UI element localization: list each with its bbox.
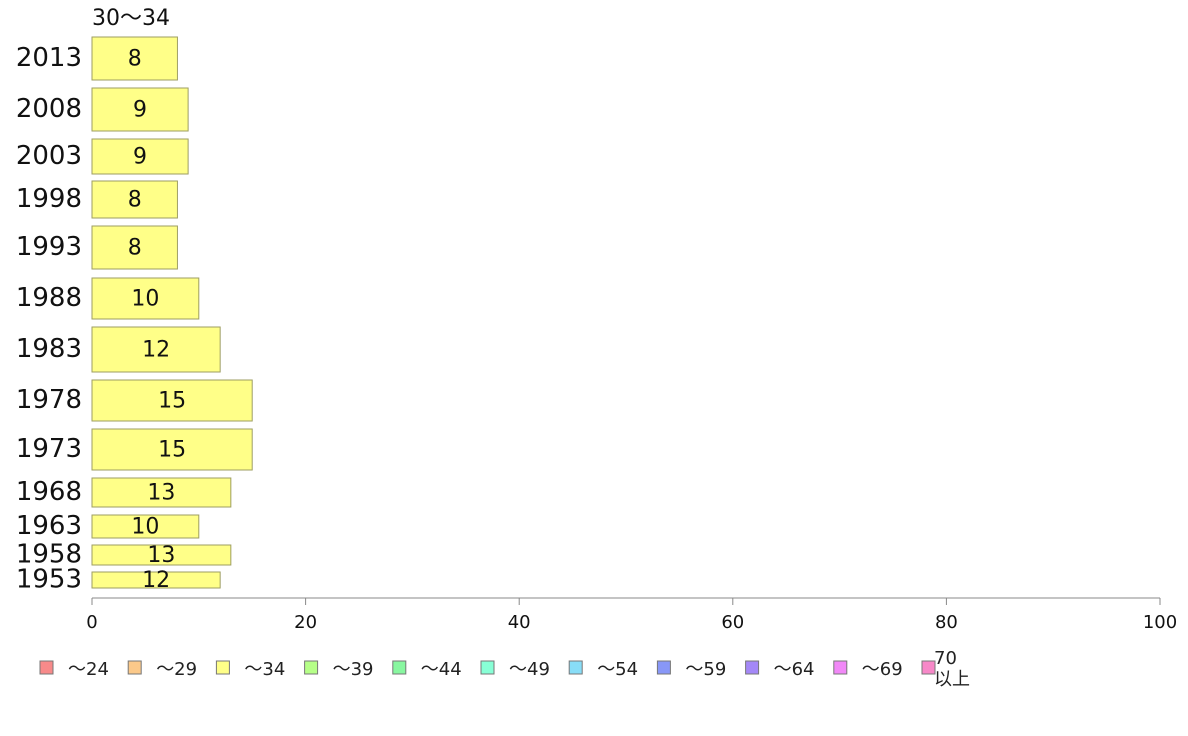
bar bbox=[91, 180, 178, 219]
bar-value-label: 13 bbox=[147, 543, 175, 568]
legend-label: 〜69 bbox=[862, 659, 903, 680]
bar bbox=[91, 225, 178, 270]
y-tick-label: 2013 bbox=[16, 43, 82, 73]
bar-value-label: 9 bbox=[133, 98, 147, 123]
bar-value-label: 9 bbox=[133, 145, 147, 170]
y-tick-label: 1993 bbox=[16, 232, 82, 262]
series-title: 30〜34 bbox=[92, 6, 170, 31]
bar-value-label: 8 bbox=[128, 188, 142, 213]
legend-swatch bbox=[656, 660, 671, 675]
y-tick-label: 1963 bbox=[16, 511, 82, 541]
bar bbox=[91, 428, 253, 471]
bar-value-label: 10 bbox=[131, 515, 159, 540]
bar bbox=[91, 514, 200, 539]
bars-group: 2013 8 2008 9 2003 9 1998 8 1993 8 1988 10 1983 12 197… bbox=[16, 36, 253, 595]
legend-item: 〜24 bbox=[39, 659, 109, 680]
bar bbox=[91, 571, 221, 589]
y-tick-label: 1973 bbox=[16, 434, 82, 464]
bar bbox=[91, 379, 253, 422]
legend-item: 〜49 bbox=[480, 659, 550, 680]
bar-value-label: 12 bbox=[142, 338, 170, 363]
legend-label: 70 以上 bbox=[934, 648, 970, 690]
legend-label: 〜39 bbox=[333, 659, 374, 680]
x-tick-label: 60 bbox=[721, 612, 744, 633]
x-axis: 0 20 40 60 80 100 bbox=[86, 597, 1177, 633]
legend-item: 〜44 bbox=[392, 659, 462, 680]
y-tick-label: 2008 bbox=[16, 94, 82, 124]
legend-label: 〜24 bbox=[68, 659, 109, 680]
legend-item: 〜59 bbox=[656, 659, 726, 680]
legend-item: 70 以上 bbox=[921, 648, 970, 690]
bar bbox=[91, 544, 232, 566]
legend-swatch bbox=[833, 660, 848, 675]
x-tick-label: 40 bbox=[508, 612, 531, 633]
legend-swatch bbox=[304, 660, 319, 675]
y-tick-label: 1983 bbox=[16, 334, 82, 364]
legend-swatch bbox=[127, 660, 142, 675]
legend-swatch bbox=[480, 660, 495, 675]
y-tick-label: 1953 bbox=[16, 565, 82, 595]
y-tick-label: 2003 bbox=[16, 141, 82, 171]
y-tick-label: 1978 bbox=[16, 385, 82, 415]
bar-value-label: 8 bbox=[128, 47, 142, 72]
legend-swatch bbox=[39, 660, 54, 675]
legend-swatch bbox=[568, 660, 583, 675]
bar bbox=[91, 477, 232, 508]
legend-swatch bbox=[745, 660, 760, 675]
legend-label: 〜34 bbox=[244, 659, 285, 680]
bar bbox=[91, 138, 189, 175]
legend-label: 〜29 bbox=[156, 659, 197, 680]
legend-label: 〜54 bbox=[597, 659, 638, 680]
legend-swatch bbox=[392, 660, 407, 675]
x-tick-label: 20 bbox=[294, 612, 317, 633]
bar-value-label: 13 bbox=[147, 481, 175, 506]
legend-item: 〜64 bbox=[745, 659, 815, 680]
legend-label: 〜49 bbox=[509, 659, 550, 680]
bar-value-label: 12 bbox=[142, 568, 170, 593]
x-tick-label: 80 bbox=[935, 612, 958, 633]
y-tick-label: 1958 bbox=[16, 540, 82, 570]
legend-label: 〜44 bbox=[421, 659, 462, 680]
bar-value-label: 10 bbox=[131, 287, 159, 312]
legend-swatch bbox=[921, 660, 936, 675]
y-tick-label: 1998 bbox=[16, 184, 82, 214]
legend-item: 〜34 bbox=[215, 659, 285, 680]
y-tick-label: 1988 bbox=[16, 283, 82, 313]
bar bbox=[91, 277, 200, 320]
legend-label: 〜59 bbox=[685, 659, 726, 680]
bar bbox=[91, 326, 221, 373]
legend-item: 〜54 bbox=[568, 659, 638, 680]
bar bbox=[91, 87, 189, 132]
legend-item: 〜29 bbox=[127, 659, 197, 680]
y-tick-label: 1968 bbox=[16, 477, 82, 507]
legend-label: 〜64 bbox=[774, 659, 815, 680]
bar-value-label: 8 bbox=[128, 236, 142, 261]
legend-item: 〜39 bbox=[304, 659, 374, 680]
bar bbox=[91, 36, 178, 81]
x-tick-label: 0 bbox=[86, 612, 97, 633]
bar-value-label: 15 bbox=[158, 438, 186, 463]
x-tick-label: 100 bbox=[1143, 612, 1177, 633]
legend: 〜24 〜29 〜34 〜39 〜44 〜49 〜54 〜59 〜64 〜69 70 以上 bbox=[39, 648, 970, 690]
legend-swatch bbox=[215, 660, 230, 675]
bar-value-label: 15 bbox=[158, 389, 186, 414]
legend-item: 〜69 bbox=[833, 659, 903, 680]
